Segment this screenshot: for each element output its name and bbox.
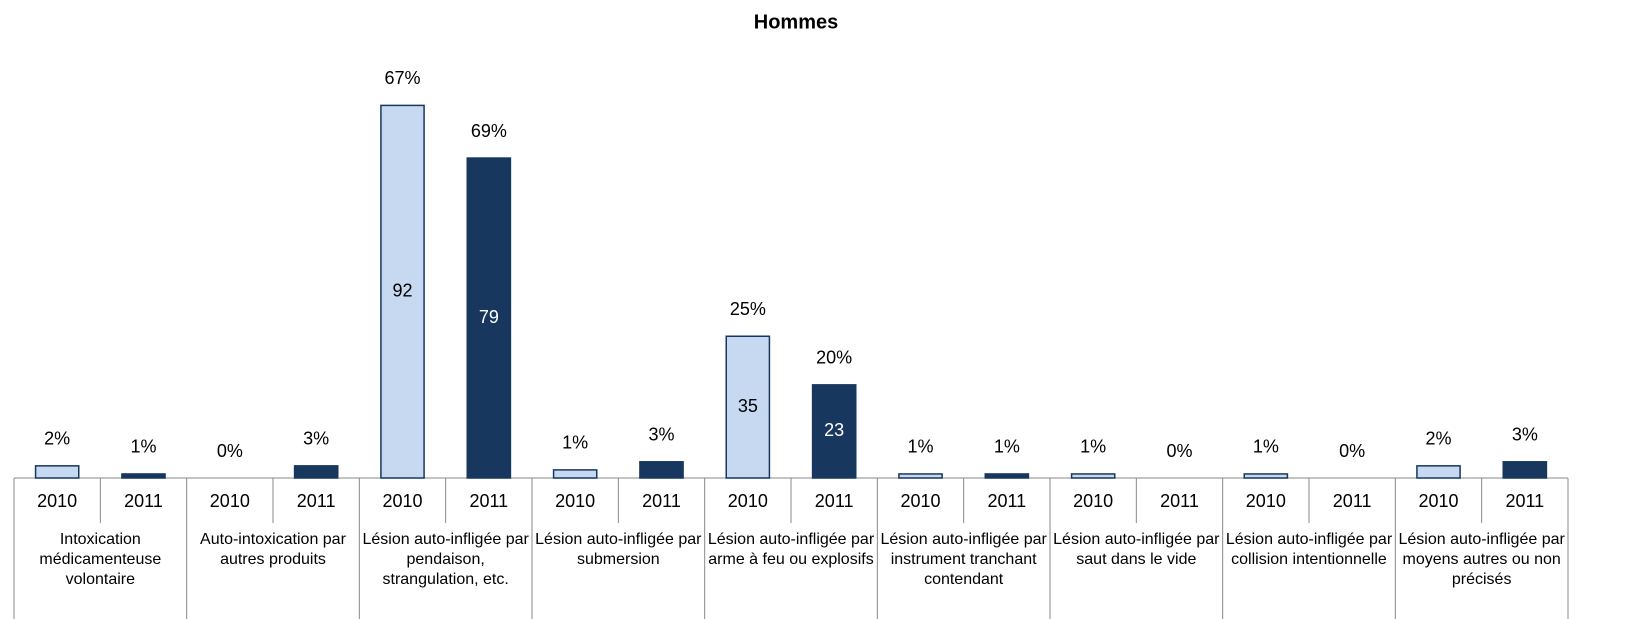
group-label: Lésion auto-infligée par moyens autres o… [1398, 531, 1565, 588]
value-label: 92 [392, 280, 412, 300]
group-label: Lésion auto-infligée par pendaison, stra… [362, 531, 529, 588]
x-tick-label: 2011 [1160, 491, 1199, 511]
percent-label: 1% [994, 437, 1020, 457]
bar [984, 473, 1030, 479]
x-tick-label: 2011 [642, 491, 681, 511]
group-label: Lésion auto-infligée par submersion [535, 531, 702, 568]
bar [639, 461, 684, 479]
group-label: Auto-intoxication par autres produits [200, 531, 346, 568]
percent-label: 1% [130, 437, 156, 457]
bar [1243, 473, 1289, 479]
x-tick-label: 2011 [815, 491, 854, 511]
value-label: 35 [738, 396, 758, 416]
percent-label: 3% [648, 425, 674, 445]
bar [1070, 473, 1116, 479]
percent-label: 1% [1080, 437, 1106, 457]
x-tick-label: 2010 [900, 491, 940, 511]
x-tick-label: 2010 [555, 491, 595, 511]
bar [1416, 465, 1461, 479]
bar [466, 157, 512, 479]
x-tick-label: 2010 [37, 491, 77, 511]
percent-label: 2% [44, 429, 70, 449]
x-tick-label: 2011 [297, 491, 336, 511]
group-label: Lésion auto-infligée par saut dans le vi… [1053, 531, 1220, 568]
bar [552, 469, 598, 479]
percent-label: 69% [471, 121, 507, 141]
bar [121, 473, 166, 479]
percent-label: 0% [1166, 441, 1192, 461]
x-tick-label: 2011 [987, 491, 1026, 511]
group-label: Lésion auto-infligée par instrument tran… [880, 531, 1047, 588]
group-label: Lésion auto-infligée par arme à feu ou e… [707, 531, 875, 568]
bar [380, 104, 425, 479]
bar [293, 465, 339, 479]
percent-label: 3% [303, 429, 329, 449]
x-tick-label: 2010 [728, 491, 768, 511]
bar [1502, 461, 1548, 479]
x-tick-label: 2011 [1333, 491, 1372, 511]
chart-title: Hommes [754, 11, 838, 33]
group-label: Intoxication médicamenteuse volontaire [39, 531, 162, 588]
x-tick-label: 2010 [210, 491, 250, 511]
x-tick-label: 2010 [1073, 491, 1113, 511]
percent-label: 0% [217, 441, 243, 461]
bar [898, 473, 943, 479]
x-tick-label: 2010 [1246, 491, 1286, 511]
x-tick-label: 2010 [382, 491, 422, 511]
value-label: 79 [479, 307, 499, 327]
percent-label: 0% [1339, 441, 1365, 461]
percent-label: 1% [562, 433, 588, 453]
x-tick-label: 2011 [1505, 491, 1544, 511]
x-tick-label: 2010 [1418, 491, 1458, 511]
group-label: Lésion auto-infligée par collision inten… [1225, 531, 1393, 568]
x-tick-label: 2011 [469, 491, 508, 511]
percent-label: 3% [1512, 425, 1538, 445]
bar [34, 465, 80, 479]
percent-label: 25% [730, 299, 766, 319]
x-tick-label: 2011 [124, 491, 163, 511]
bar [725, 335, 771, 479]
percent-label: 1% [907, 437, 933, 457]
bar [811, 384, 857, 479]
percent-label: 2% [1425, 429, 1451, 449]
percent-label: 1% [1253, 437, 1279, 457]
percent-label: 67% [384, 68, 420, 88]
percent-label: 20% [816, 348, 852, 368]
value-label: 23 [824, 420, 844, 440]
